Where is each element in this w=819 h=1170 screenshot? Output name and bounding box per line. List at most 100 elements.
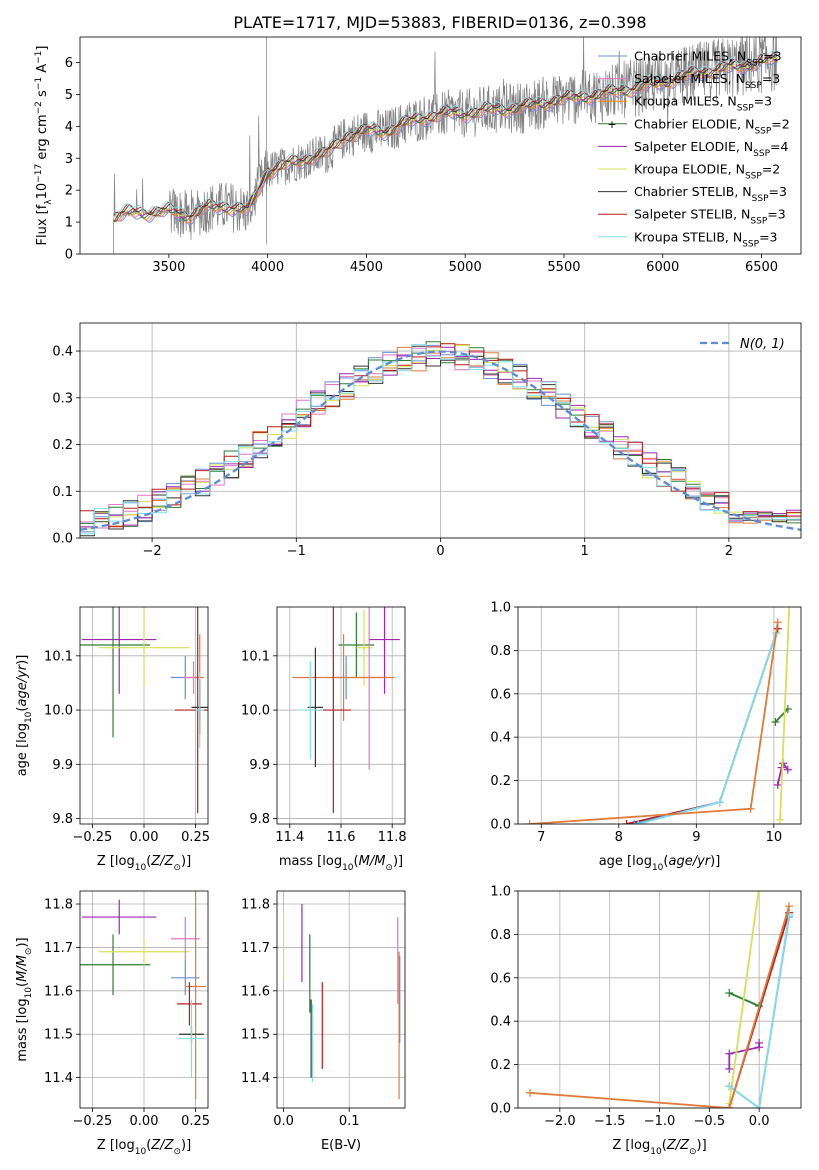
y-tick-label: 9.8 (249, 812, 270, 827)
mass_vs_Z-ylabel: mass [log10(M/M⊙)] (15, 937, 34, 1061)
y-tick-label: 0.0 (52, 532, 73, 547)
x-tick-label: 7 (537, 830, 545, 845)
mass_vs_ebv-frame: 0.0 0.1 11.4 11.5 11.6 11.7 11.8 (241, 890, 406, 1129)
y-tick-label: 10.0 (241, 704, 270, 719)
x-tick-label: 0.25 (181, 1114, 210, 1129)
y-tick-label: 0.2 (490, 774, 511, 789)
x-tick-label: 6500 (745, 260, 778, 275)
x-tick-label: 10 (766, 830, 783, 845)
plot-layer: 3500 4000 4500 5000 5500 6000 6500 0 1 2 3 4 5 6 Flux … (15, 36, 802, 1157)
x-tick-label: 8 (615, 830, 623, 845)
mass_weight_vs_Z-frame: −2.0 −1.5 −1.0 −0.5 0.0 0.0 0.2 0.4 0.6 0.8 1.0 (490, 885, 802, 1129)
mass-weight-line (634, 629, 781, 824)
x-tick-label: 3500 (152, 260, 185, 275)
error-bar-point (82, 899, 157, 935)
spectrum-ylabel: Flux [fλ10−17 erg cm−2 s−1 A−1] (34, 46, 54, 246)
age_vs_Z-xlabel: Z [log10(Z/Z⊙)] (97, 854, 191, 873)
y-tick-label: 10.1 (241, 649, 270, 664)
x-tick-label: 1 (581, 544, 589, 559)
mass_weight_vs_age-axes (518, 606, 801, 825)
x-tick-label: −0.25 (72, 1114, 112, 1129)
x-tick-label: −1.0 (644, 1114, 676, 1129)
y-tick-label: 0.0 (490, 818, 511, 833)
mass-weight-line (771, 704, 792, 727)
legend-label: Chabrier STELIB, NSSP=3 (634, 184, 787, 204)
legend-label: Salpeter STELIB, NSSP=3 (634, 207, 786, 227)
age_vs_Z-frame: −0.25 0.00 0.25 9.8 9.9 10.0 10.1 (44, 606, 210, 845)
y-tick-label: 11.8 (44, 898, 73, 913)
mass_weight_vs_age-xlabel: age [log10(age/yr)] (599, 854, 721, 873)
error-bar-point (82, 607, 157, 694)
y-tick-label: 9.8 (52, 812, 73, 827)
y-tick-label: 0.2 (52, 438, 73, 453)
mass-weight-line (776, 607, 791, 824)
y-tick-label: 5 (65, 88, 73, 103)
residuals-frame: −2 −1 0 1 2 0.0 0.1 0.2 0.3 0.4 (52, 322, 802, 559)
axes-frame (276, 890, 406, 1109)
model-line-kroupa-stelib (113, 50, 778, 216)
axes-frame (517, 606, 802, 825)
spectrum-frame: 3500 4000 4500 5000 5500 6000 6500 0 1 2 3 4 5 6 (65, 36, 802, 275)
error-bar-point (80, 934, 151, 996)
legend-label: Chabrier ELODIE, NSSP=2 (634, 116, 790, 136)
legend-label: Salpeter MILES, NSSP=3 (634, 71, 780, 91)
x-tick-label: −2.0 (544, 1114, 576, 1129)
legend-label: N(0, 1) (740, 337, 785, 352)
x-tick-label: −0.25 (72, 830, 112, 845)
legend-label: Kroupa STELIB, NSSP=3 (634, 229, 778, 249)
error-bar-point (297, 661, 324, 759)
x-tick-label: 6000 (646, 260, 679, 275)
normal-curve (79, 350, 802, 531)
y-tick-label: 2 (65, 184, 73, 199)
y-tick-label: 0.6 (490, 687, 511, 702)
y-tick-label: 0.4 (490, 731, 511, 746)
x-tick-label: 11.4 (275, 830, 304, 845)
x-tick-label: 5000 (449, 260, 482, 275)
y-tick-label: 11.6 (241, 984, 270, 999)
y-tick-label: 10.0 (44, 704, 73, 719)
y-tick-label: 11.6 (44, 984, 73, 999)
y-tick-label: 0.3 (52, 391, 73, 406)
model-line-salpeter-elodie (113, 55, 778, 222)
error-bar-point (292, 634, 395, 721)
y-tick-label: 11.8 (241, 898, 270, 913)
x-tick-label: 11.6 (327, 830, 356, 845)
x-tick-label: 0.00 (130, 1114, 159, 1129)
x-tick-label: −0.5 (694, 1114, 726, 1129)
axes-frame (79, 36, 802, 255)
age_vs_mass-axes (277, 607, 405, 824)
mass_weight_vs_Z-axes (518, 890, 801, 1109)
y-tick-label: 0.4 (490, 1015, 511, 1030)
y-tick-label: 0.2 (490, 1058, 511, 1073)
error-bar-point (179, 999, 204, 1078)
x-tick-label: 9 (692, 830, 700, 845)
y-tick-label: 0.6 (490, 971, 511, 986)
residual-legend: N(0, 1) (700, 337, 785, 352)
mass-weight-line (525, 902, 794, 1108)
y-tick-label: 6 (65, 56, 73, 71)
error-bar-point (80, 607, 151, 738)
x-tick-label: 0.0 (749, 1114, 770, 1129)
error-bar-point (170, 917, 200, 961)
y-tick-label: 0.1 (52, 485, 73, 500)
mass_vs_Z-xlabel: Z [log10(Z/Z⊙)] (97, 1138, 191, 1157)
mass-weight-line (725, 891, 760, 1108)
legend-label: Chabrier MILES, NSSP=3 (634, 49, 782, 69)
mass-weight-line (622, 624, 782, 824)
x-tick-label: 11.8 (378, 830, 407, 845)
error-bar-point (177, 982, 202, 1026)
y-tick-label: 11.7 (44, 941, 73, 956)
y-tick-label: 0.8 (490, 928, 511, 943)
model-line-chabrier-elodie (113, 56, 778, 223)
x-tick-label: 2 (725, 544, 733, 559)
residual-histogram (80, 345, 801, 537)
age_vs_Z-ylabel: age [log10(age/yr)] (15, 655, 34, 777)
y-tick-label: 0.4 (52, 345, 73, 360)
y-tick-label: 11.7 (241, 941, 270, 956)
x-tick-label: 4500 (350, 260, 383, 275)
mass_vs_ebv-axes (277, 891, 405, 1108)
x-tick-label: 5500 (547, 260, 580, 275)
mass-weight-line (630, 629, 781, 824)
y-tick-label: 0.0 (490, 1102, 511, 1117)
